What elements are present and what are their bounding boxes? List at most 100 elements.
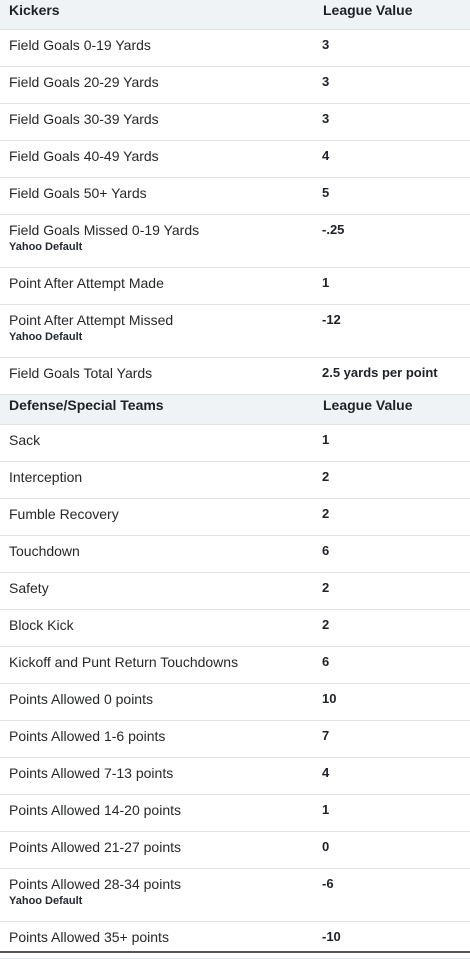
stat-value: 0	[313, 831, 470, 869]
stat-cell: Point After Attempt Made	[0, 267, 313, 305]
table-row: Point After Attempt Made 1	[0, 267, 470, 305]
stat-cell: Point After Attempt Missed Yahoo Default	[0, 304, 313, 358]
default-note: Yahoo Default	[9, 241, 83, 253]
stat-value: 3	[313, 66, 470, 104]
stat-value: 3	[313, 103, 470, 141]
stat-value: 6	[313, 535, 470, 573]
stat-value: 5	[313, 177, 470, 215]
table-row: Field Goals 20-29 Yards 3	[0, 66, 470, 104]
stat-cell: Points Allowed 14-20 points	[0, 794, 313, 832]
stat-value: 1	[313, 267, 470, 305]
table-row: Field Goals 40-49 Yards 4	[0, 140, 470, 178]
stat-label: Kickoff and Punt Return Touchdowns	[9, 654, 239, 670]
stat-label: Touchdown	[9, 543, 80, 559]
stat-value: 1	[313, 794, 470, 832]
table-row: Points Allowed 7-13 points 4	[0, 757, 470, 795]
stat-cell: Block Kick	[0, 609, 313, 647]
stat-cell: Kickoff and Punt Return Touchdowns	[0, 646, 313, 684]
stat-cell: Points Allowed 1-6 points	[0, 720, 313, 758]
stat-value: 2	[313, 498, 470, 536]
table-row: Safety 2	[0, 572, 470, 610]
table-row: Kickoff and Punt Return Touchdowns 6	[0, 646, 470, 684]
stat-cell: Safety	[0, 572, 313, 610]
table-row: Points Allowed 14-20 points 1	[0, 794, 470, 832]
table-row: Field Goals Missed 0-19 Yards Yahoo Defa…	[0, 214, 470, 268]
value-column-header: League Value	[313, 0, 470, 30]
stat-label: Field Goals 50+ Yards	[9, 185, 147, 201]
stat-cell: Field Goals 0-19 Yards	[0, 29, 313, 67]
stat-label: Points Allowed 7-13 points	[9, 765, 174, 781]
stat-label: Safety	[9, 580, 49, 596]
table-row: Field Goals 50+ Yards 5	[0, 177, 470, 215]
section-header: Kickers	[0, 0, 313, 30]
stat-value: 2	[313, 572, 470, 610]
stat-cell: Field Goals 50+ Yards	[0, 177, 313, 215]
stat-cell: Points Allowed 0 points	[0, 683, 313, 721]
value-column-header: League Value	[313, 394, 470, 425]
stat-value: 7	[313, 720, 470, 758]
table-row: Fumble Recovery 2	[0, 498, 470, 536]
stat-label: Field Goals Total Yards	[9, 365, 153, 381]
stat-cell: Touchdown	[0, 535, 313, 573]
stat-label: Sack	[9, 432, 41, 448]
stat-label: Points Allowed 1-6 points	[9, 728, 166, 744]
table-row: Points Allowed 1-6 points 7	[0, 720, 470, 758]
stat-cell: Field Goals 40-49 Yards	[0, 140, 313, 178]
stat-value: -.25	[313, 214, 470, 268]
stat-label: Point After Attempt Missed	[9, 312, 174, 328]
table-row: Field Goals Total Yards 2.5 yards per po…	[0, 357, 470, 395]
stat-cell: Interception	[0, 461, 313, 499]
section-header-row: Kickers League Value	[0, 0, 470, 30]
stat-cell: Points Allowed 28-34 points Yahoo Defaul…	[0, 868, 313, 922]
stat-label: Field Goals 30-39 Yards	[9, 111, 159, 127]
stat-value: 3	[313, 29, 470, 67]
stat-cell: Field Goals 20-29 Yards	[0, 66, 313, 104]
stat-cell: Field Goals Missed 0-19 Yards Yahoo Defa…	[0, 214, 313, 268]
table-row: Points Allowed 0 points 10	[0, 683, 470, 721]
stat-cell: Field Goals 30-39 Yards	[0, 103, 313, 141]
stat-value: -12	[313, 304, 470, 358]
section-header: Defense/Special Teams	[0, 394, 313, 425]
stat-value: 1	[313, 424, 470, 462]
table-row: Interception 2	[0, 461, 470, 499]
stat-label: Point After Attempt Made	[9, 275, 164, 291]
stat-value: 4	[313, 140, 470, 178]
section-header-row: Defense/Special Teams League Value	[0, 394, 470, 425]
default-note: Yahoo Default	[9, 895, 83, 907]
stat-label: Points Allowed 0 points	[9, 691, 153, 707]
stat-label: Fumble Recovery	[9, 506, 119, 522]
table-row: Points Allowed 28-34 points Yahoo Defaul…	[0, 868, 470, 922]
stat-value: 4	[313, 757, 470, 795]
stat-value: -6	[313, 868, 470, 922]
stat-cell: Fumble Recovery	[0, 498, 313, 536]
table-row: Point After Attempt Missed Yahoo Default…	[0, 304, 470, 358]
stat-label: Block Kick	[9, 617, 74, 633]
stat-value: 2	[313, 609, 470, 647]
stat-label: Points Allowed 35+ points	[9, 929, 169, 945]
stat-cell: Points Allowed 7-13 points	[0, 757, 313, 795]
table-row: Field Goals 30-39 Yards 3	[0, 103, 470, 141]
stat-cell: Field Goals Total Yards	[0, 357, 313, 395]
stat-value: 6	[313, 646, 470, 684]
stat-label: Field Goals 0-19 Yards	[9, 37, 151, 53]
table-row: Touchdown 6	[0, 535, 470, 573]
table-row: Field Goals 0-19 Yards 3	[0, 29, 470, 67]
stat-label: Points Allowed 14-20 points	[9, 802, 181, 818]
stat-cell: Sack	[0, 424, 313, 462]
table-row: Sack 1	[0, 424, 470, 462]
stat-value: 10	[313, 683, 470, 721]
stat-value: 2.5 yards per point	[313, 357, 470, 395]
stat-label: Interception	[9, 469, 83, 485]
stat-label: Field Goals 40-49 Yards	[9, 148, 159, 164]
bottom-divider	[0, 951, 470, 953]
table-row: Block Kick 2	[0, 609, 470, 647]
stat-value: 2	[313, 461, 470, 499]
default-note: Yahoo Default	[9, 331, 83, 343]
stat-label: Field Goals 20-29 Yards	[9, 74, 159, 90]
stat-label: Points Allowed 21-27 points	[9, 839, 181, 855]
stat-cell: Points Allowed 21-27 points	[0, 831, 313, 869]
table-row: Points Allowed 21-27 points 0	[0, 831, 470, 869]
stat-label: Field Goals Missed 0-19 Yards	[9, 222, 200, 238]
